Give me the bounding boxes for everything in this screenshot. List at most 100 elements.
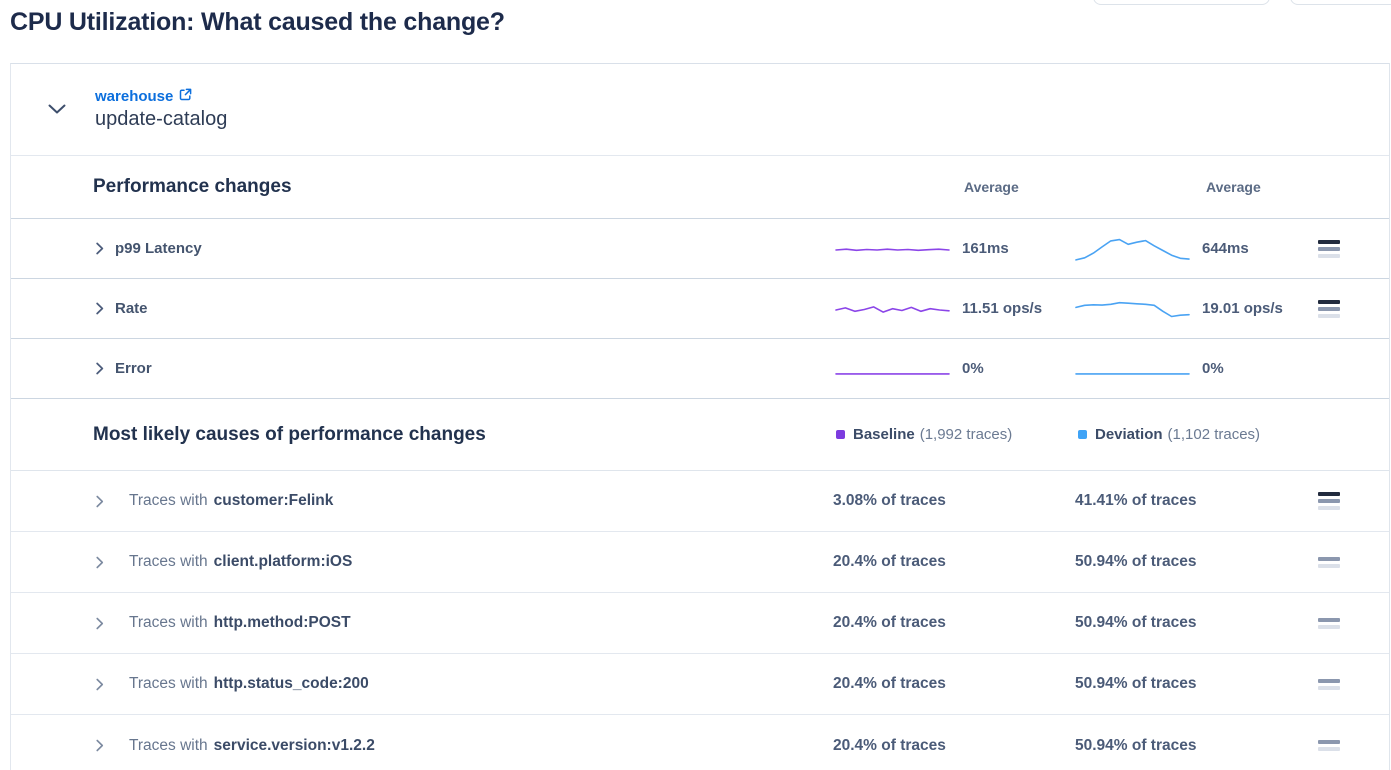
deviation-percent-value: 50.94% of traces xyxy=(1075,614,1197,631)
significance-bar xyxy=(1318,299,1340,304)
metric-icon-col xyxy=(1307,239,1389,258)
deviation-percent-value: 50.94% of traces xyxy=(1075,553,1197,570)
cause-row[interactable]: Traces with http.status_code:200 20.4% o… xyxy=(11,654,1389,715)
cause-icon-col xyxy=(1307,617,1389,629)
deviation-legend-swatch xyxy=(1078,430,1087,439)
metric-row[interactable]: Error 0% 0% xyxy=(11,339,1389,399)
significance-bar xyxy=(1318,556,1340,561)
baseline-percent-value: 20.4% of traces xyxy=(833,553,946,570)
metric-label: Error xyxy=(115,360,152,377)
baseline-legend-swatch xyxy=(836,430,845,439)
service-group-label: warehouse xyxy=(95,88,174,105)
significance-bars-icon xyxy=(1318,617,1340,629)
baseline-percent-value: 20.4% of traces xyxy=(833,675,946,692)
baseline-average-value: 0% xyxy=(962,360,984,377)
cause-tag: service.version:v1.2.2 xyxy=(213,736,375,754)
deviation-percent-value: 50.94% of traces xyxy=(1075,675,1197,692)
significance-bar xyxy=(1318,740,1340,744)
significance-bar xyxy=(1318,617,1340,622)
metric-label: Rate xyxy=(115,300,148,317)
cause-prefix: Traces with xyxy=(129,614,208,631)
deviation-average-value: 644ms xyxy=(1202,240,1249,257)
significance-bar xyxy=(1318,685,1340,690)
cause-rows: Traces with customer:Felink 3.08% of tra… xyxy=(11,471,1389,770)
cause-tag: http.method:POST xyxy=(213,614,351,631)
top-right-button-clipped-1[interactable] xyxy=(1093,0,1270,5)
deviation-legend-count: (1,102 traces) xyxy=(1167,426,1261,443)
deviation-sparkline xyxy=(1075,238,1190,261)
causes-section-title: Most likely causes of performance change… xyxy=(93,423,486,445)
cause-row[interactable]: Traces with http.method:POST 20.4% of tr… xyxy=(11,593,1389,654)
significance-bar xyxy=(1318,313,1340,318)
significance-bars-icon xyxy=(1318,299,1340,318)
deviation-legend-label: Deviation xyxy=(1095,426,1163,443)
deviation-cell: 0% xyxy=(1065,352,1307,386)
significance-bar xyxy=(1318,239,1340,244)
cause-tag: customer:Felink xyxy=(213,492,334,509)
significance-bar xyxy=(1318,253,1340,258)
baseline-cell: 20.4% of traces xyxy=(823,675,1065,693)
cause-label-col: Traces with http.method:POST xyxy=(11,614,823,632)
service-header-row[interactable]: warehouse update-catalog xyxy=(11,64,1389,156)
performance-section-header: Performance changes Average Average xyxy=(11,156,1389,219)
baseline-cell: 11.51 ops/s xyxy=(823,292,1065,326)
significance-bar xyxy=(1318,506,1340,510)
cause-row[interactable]: Traces with customer:Felink 3.08% of tra… xyxy=(11,471,1389,532)
deviation-cell: 50.94% of traces xyxy=(1065,737,1307,755)
cause-label-col: Traces with service.version:v1.2.2 xyxy=(11,737,823,755)
deviation-percent-value: 41.41% of traces xyxy=(1075,492,1197,509)
metric-label-col: Error xyxy=(11,360,823,377)
deviation-percent-value: 50.94% of traces xyxy=(1075,736,1197,754)
expand-chevron-right-icon[interactable] xyxy=(96,495,104,508)
deviation-average-value: 19.01 ops/s xyxy=(1202,300,1283,317)
cause-prefix: Traces with xyxy=(129,492,208,509)
significance-bar xyxy=(1318,492,1340,496)
baseline-sparkline xyxy=(835,372,950,375)
external-link-icon xyxy=(179,88,192,105)
baseline-legend-label: Baseline xyxy=(853,426,915,443)
expand-chevron-right-icon[interactable] xyxy=(96,556,104,569)
baseline-percent-value: 20.4% of traces xyxy=(833,614,946,631)
baseline-sparkline xyxy=(835,305,950,313)
metric-icon-col xyxy=(1307,299,1389,318)
cause-row[interactable]: Traces with service.version:v1.2.2 20.4%… xyxy=(11,715,1389,770)
metric-label: p99 Latency xyxy=(115,240,202,257)
deviation-sparkline xyxy=(1075,372,1190,375)
significance-bar xyxy=(1318,678,1340,683)
cause-icon-col xyxy=(1307,678,1389,690)
page-title: CPU Utilization: What caused the change? xyxy=(10,8,505,36)
baseline-percent-value: 3.08% of traces xyxy=(833,492,946,509)
service-name: update-catalog xyxy=(95,108,228,130)
baseline-cell: 20.4% of traces xyxy=(823,553,1065,571)
cause-icon-col xyxy=(1307,556,1389,568)
expand-chevron-right-icon[interactable] xyxy=(96,617,104,630)
expand-chevron-right-icon[interactable] xyxy=(96,678,104,691)
causes-section-header: Most likely causes of performance change… xyxy=(11,399,1389,471)
significance-bar xyxy=(1318,747,1340,751)
significance-bar xyxy=(1318,306,1340,311)
deviation-legend: Deviation (1,102 traces) xyxy=(1065,426,1307,443)
deviation-cell: 50.94% of traces xyxy=(1065,614,1307,632)
baseline-cell: 0% xyxy=(823,352,1065,386)
cause-row[interactable]: Traces with client.platform:iOS 20.4% of… xyxy=(11,532,1389,593)
metric-row[interactable]: p99 Latency 161ms 644ms xyxy=(11,219,1389,279)
baseline-percent-value: 20.4% of traces xyxy=(833,736,946,754)
expand-chevron-right-icon[interactable] xyxy=(96,302,104,315)
significance-bars-icon xyxy=(1318,492,1340,510)
expand-chevron-right-icon[interactable] xyxy=(96,362,104,375)
baseline-cell: 20.4% of traces xyxy=(823,737,1065,755)
service-group-link[interactable]: warehouse xyxy=(95,88,227,105)
significance-bar xyxy=(1318,563,1340,568)
baseline-legend-count: (1,992 traces) xyxy=(919,426,1013,443)
expand-chevron-right-icon[interactable] xyxy=(96,739,104,752)
collapse-chevron-down-icon[interactable] xyxy=(48,104,66,115)
cause-label-col: Traces with client.platform:iOS xyxy=(11,553,823,571)
expand-chevron-right-icon[interactable] xyxy=(96,242,104,255)
top-right-button-clipped-2[interactable] xyxy=(1290,0,1391,5)
baseline-cell: 161ms xyxy=(823,232,1065,266)
performance-section-title: Performance changes xyxy=(93,176,292,197)
performance-rows: p99 Latency 161ms 644ms Rate 11.51 ops/s… xyxy=(11,219,1389,399)
metric-row[interactable]: Rate 11.51 ops/s 19.01 ops/s xyxy=(11,279,1389,339)
deviation-cell: 41.41% of traces xyxy=(1065,492,1307,510)
significance-bar xyxy=(1318,624,1340,629)
